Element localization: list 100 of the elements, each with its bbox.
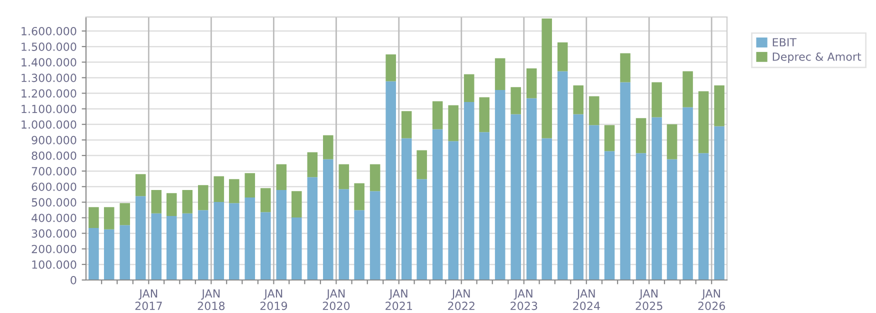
- bar: [620, 82, 630, 280]
- bar: [416, 179, 427, 280]
- bar: [666, 159, 678, 280]
- bar: [682, 71, 693, 108]
- bar: [401, 111, 412, 138]
- bar: [370, 191, 380, 280]
- bar: [557, 42, 568, 72]
- bar: [666, 124, 678, 160]
- bar: [526, 98, 537, 280]
- bar: [448, 141, 458, 280]
- x-tick-label: JAN 2026: [698, 289, 726, 310]
- bar: [354, 210, 364, 280]
- x-tick-label: JAN 2018: [198, 289, 225, 310]
- y-tick-label: 200.000: [32, 244, 76, 254]
- bar: [104, 207, 114, 230]
- bar: [636, 118, 646, 154]
- bar: [276, 190, 287, 280]
- bar: [573, 85, 584, 114]
- bar: [588, 96, 600, 126]
- bar: [166, 193, 177, 216]
- bar: [198, 210, 208, 280]
- x-tick-label: JAN 2025: [636, 289, 662, 310]
- bar: [244, 198, 256, 280]
- bar: [557, 71, 568, 280]
- bar: [494, 90, 506, 280]
- bar: [182, 213, 193, 280]
- y-tick-label: 500.000: [32, 198, 76, 207]
- bar: [292, 217, 302, 280]
- bar: [292, 191, 302, 218]
- bar: [542, 138, 552, 280]
- bar: [494, 58, 506, 90]
- bar: [338, 189, 350, 280]
- y-tick-label: 1.600.000: [22, 26, 76, 36]
- x-tick-label: JAN 2017: [135, 289, 162, 310]
- bar: [151, 213, 162, 280]
- bar: [135, 174, 146, 196]
- bar: [228, 179, 240, 204]
- bar: [401, 138, 412, 280]
- bar: [510, 87, 521, 114]
- bar: [354, 183, 364, 210]
- bar: [464, 102, 474, 280]
- bar: [260, 212, 271, 280]
- bar: [604, 125, 615, 152]
- bar: [307, 152, 318, 178]
- bar: [214, 176, 224, 202]
- legend-label: EBIT: [772, 38, 797, 46]
- x-tick-label: JAN 2024: [573, 289, 600, 310]
- bar: [323, 135, 334, 160]
- legend-label: Deprec & Amort: [772, 52, 862, 64]
- bar: [636, 153, 646, 280]
- y-tick-label: 1.200.000: [22, 89, 76, 98]
- y-tick-label: 1.500.000: [22, 42, 76, 51]
- bar: [542, 18, 552, 138]
- bar: [386, 81, 396, 280]
- y-tick-label: 600.000: [32, 182, 76, 192]
- y-tick-label: 400.000: [32, 214, 76, 222]
- bar: [386, 54, 396, 82]
- bar: [698, 153, 709, 280]
- bar: [432, 101, 443, 130]
- y-tick-label: 1.100.000: [22, 104, 76, 114]
- x-tick-label: JAN 2022: [448, 289, 474, 310]
- bar: [714, 126, 724, 280]
- y-tick-label: 1.400.000: [22, 58, 76, 67]
- x-tick-label: JAN 2023: [510, 289, 538, 310]
- y-tick-label: 1.000.000: [22, 120, 76, 129]
- bar: [698, 91, 709, 154]
- bar: [464, 74, 474, 102]
- bar: [260, 188, 271, 212]
- bar: [244, 173, 256, 198]
- bar: [120, 203, 130, 226]
- x-tick-label: JAN 2019: [260, 289, 288, 310]
- y-tick-label: 100.000: [32, 260, 76, 269]
- y-tick-label: 700.000: [32, 167, 76, 176]
- bar: [479, 132, 490, 280]
- x-tick-label: JAN 2021: [386, 289, 412, 310]
- bar: [198, 185, 208, 210]
- bar: [104, 229, 114, 280]
- bar: [307, 177, 318, 280]
- y-tick-label: 1.300.000: [22, 74, 76, 82]
- y-tick-label: 800.000: [32, 151, 76, 160]
- bar: [714, 85, 724, 126]
- bar: [370, 164, 380, 192]
- y-tick-label: 900.000: [32, 136, 76, 144]
- bar: [214, 202, 224, 280]
- bar: [135, 196, 146, 280]
- x-tick-label: JAN 2020: [322, 289, 350, 310]
- bar: [526, 68, 537, 98]
- bar: [682, 107, 693, 280]
- bar: [151, 190, 162, 214]
- bar: [228, 203, 240, 280]
- bar: [166, 216, 177, 280]
- bar: [448, 105, 458, 142]
- bar: [88, 228, 99, 280]
- bar: [573, 114, 584, 280]
- bar: [479, 97, 490, 132]
- y-tick-label: 0: [70, 276, 76, 284]
- bar: [88, 207, 99, 228]
- bar: [588, 125, 600, 280]
- bar: [620, 53, 630, 82]
- bar: [510, 114, 521, 280]
